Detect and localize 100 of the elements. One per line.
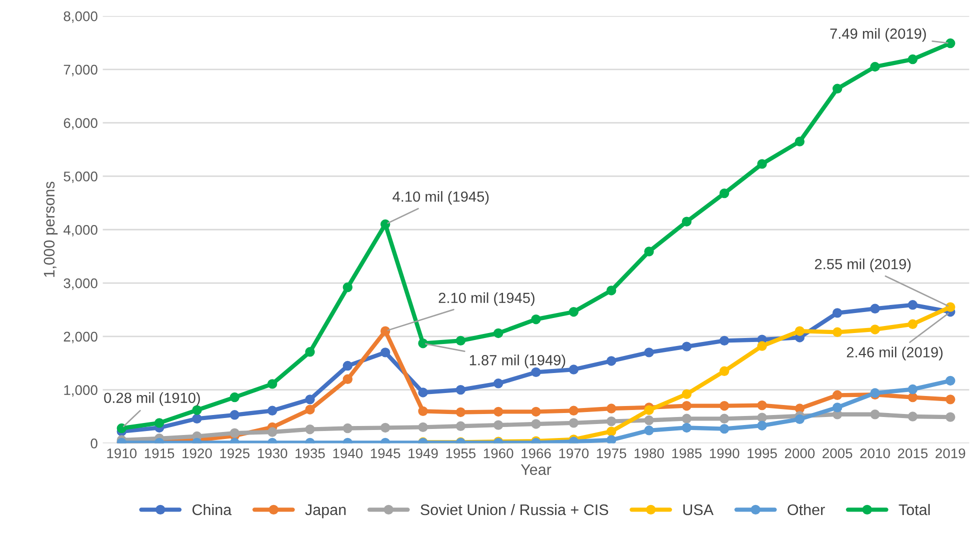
point (946, 394, 956, 404)
point (870, 324, 880, 334)
point (757, 400, 767, 410)
annotation: 2.46 mil (2019) (846, 346, 943, 360)
x-tick-label: 2010 (860, 448, 890, 458)
point (606, 435, 616, 444)
point (794, 326, 805, 336)
point (493, 420, 504, 430)
y-axis-title: 1,000 persons (44, 182, 58, 277)
point (682, 400, 692, 411)
point (606, 286, 616, 296)
point (267, 427, 278, 437)
point (832, 327, 842, 338)
x-axis-title: Year (520, 464, 552, 476)
point (832, 308, 842, 318)
point (305, 394, 315, 404)
x-tick-label: 2015 (898, 448, 928, 458)
point (870, 62, 880, 72)
x-tick-label: 1945 (370, 448, 400, 458)
x-tick-label: 2000 (784, 448, 815, 458)
y-tick-label: 0 (90, 438, 98, 448)
x-tick-label: 2005 (822, 448, 852, 458)
point (908, 412, 918, 422)
point (644, 426, 654, 436)
point (531, 314, 541, 324)
point (493, 328, 504, 338)
point (230, 392, 240, 402)
legend-label: Soviet Union / Russia + CIS (420, 504, 608, 516)
point (644, 405, 654, 415)
x-tick-label: 1949 (408, 448, 438, 458)
annotation: 0.28 mil (1910) (104, 392, 200, 406)
annotation: 2.55 mil (2019) (814, 258, 911, 272)
point (456, 384, 466, 395)
point (606, 416, 616, 426)
point (342, 282, 353, 292)
y-tick-label: 2,000 (64, 332, 98, 344)
point (568, 306, 579, 317)
point (568, 406, 579, 416)
point (908, 300, 918, 310)
x-tick-label: 1985 (672, 448, 702, 458)
point (644, 348, 654, 358)
point (531, 419, 541, 429)
x-tick-label: 1935 (296, 448, 325, 458)
point (267, 406, 278, 416)
point (418, 406, 428, 416)
annotation: 1.87 mil (1949) (470, 354, 566, 368)
point (342, 360, 353, 371)
point (908, 392, 918, 402)
point (305, 347, 315, 357)
annotation: 2.10 mil (1945) (438, 292, 534, 306)
point (682, 414, 692, 424)
point (757, 341, 767, 351)
point (870, 410, 880, 420)
y-tick-label: 7,000 (64, 64, 98, 76)
x-tick-label: 1960 (484, 448, 514, 458)
legend-label: USA (683, 504, 714, 516)
point (305, 424, 315, 434)
point (719, 424, 730, 434)
x-tick-label: 1980 (634, 448, 664, 458)
point (418, 338, 428, 348)
point (757, 159, 767, 169)
point (230, 428, 240, 438)
x-tick-label: 1940 (333, 448, 363, 458)
point (946, 302, 956, 312)
point (380, 219, 390, 230)
y-tick-label: 6,000 (64, 118, 98, 130)
point (908, 384, 918, 394)
legend-label: China (192, 504, 232, 516)
point (682, 342, 692, 352)
point (794, 136, 805, 146)
point (946, 412, 956, 422)
annotation: 7.49 mil (2019) (830, 28, 926, 42)
x-tick-label: 1930 (258, 448, 288, 458)
x-tick-label: 1925 (220, 448, 250, 458)
y-tick-label: 8,000 (64, 11, 98, 23)
x-tick-label: 1975 (596, 448, 626, 458)
point (832, 390, 842, 400)
x-tick-label: 1920 (182, 448, 212, 458)
point (908, 54, 918, 64)
point (606, 426, 616, 436)
point (568, 364, 579, 374)
y-tick-label: 1,000 (64, 385, 98, 397)
x-tick-label: 1966 (522, 448, 551, 458)
point (682, 389, 692, 399)
point (380, 348, 390, 358)
point (342, 374, 353, 384)
y-tick-label: 5,000 (64, 172, 98, 184)
x-tick-label: 1970 (559, 448, 589, 458)
point (719, 414, 730, 424)
point (719, 188, 730, 198)
point (418, 388, 428, 398)
point (493, 378, 504, 388)
point (380, 422, 390, 433)
point (116, 423, 126, 434)
x-tick-label: 1915 (144, 448, 174, 458)
legend-label: Total (898, 504, 930, 516)
point (832, 84, 842, 94)
point (757, 412, 767, 422)
point (230, 410, 240, 420)
point (456, 407, 466, 418)
